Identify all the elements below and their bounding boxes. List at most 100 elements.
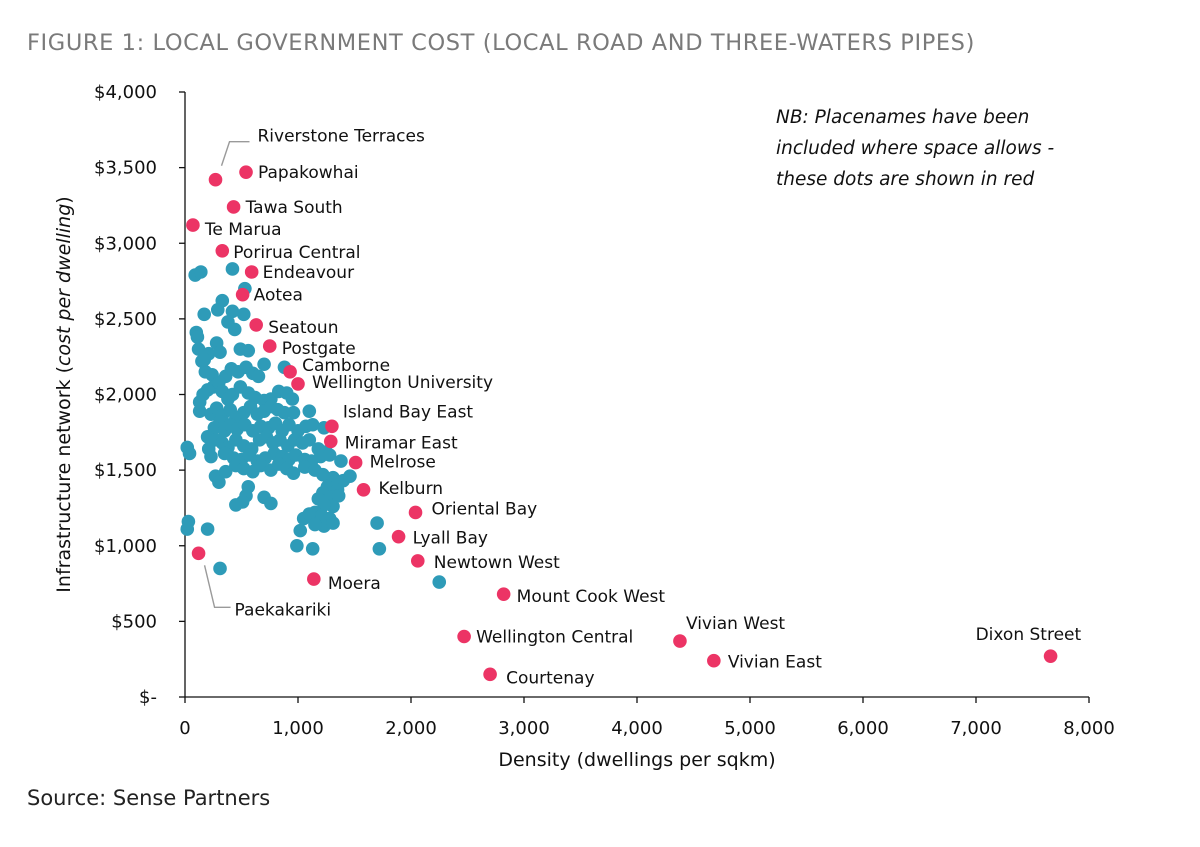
y-tick-label: $2,500: [94, 309, 157, 330]
red-point: [215, 244, 230, 258]
point-label: Kelburn: [379, 479, 444, 499]
teal-point: [305, 417, 320, 432]
x-tick-label: 3,000: [498, 718, 550, 739]
red-point: [235, 287, 250, 302]
teal-point: [227, 322, 242, 337]
y-tick-label: $3,500: [94, 158, 157, 179]
point-label: Wellington Central: [476, 628, 633, 648]
point-label: Mount Cook West: [517, 587, 666, 607]
source-note: Source: Sense Partners: [27, 786, 271, 810]
leader-line: [220, 141, 250, 166]
y-tick-label: $1,500: [94, 460, 157, 481]
leader-lines: [203, 141, 250, 609]
teal-point: [317, 498, 331, 512]
teal-point: [236, 307, 251, 322]
x-tick-label: 7,000: [950, 718, 1002, 739]
point-label: Courtenay: [506, 668, 594, 688]
point-label: Aotea: [254, 286, 303, 306]
chart-note: NB: Placenames have been included where s…: [776, 107, 1054, 190]
chart-note-line: these dots are shown in red: [776, 169, 1034, 190]
red-point: [186, 218, 200, 232]
y-tick-label: $500: [111, 611, 157, 632]
teal-point: [213, 345, 227, 359]
figure-title: FIGURE 1: LOCAL GOVERNMENT COST (LOCAL R…: [27, 30, 975, 56]
teal-point: [180, 522, 195, 536]
y-tick-label: $1,000: [94, 536, 157, 557]
axes: $- $500 $1,000 $1,500 $2,000 $2,500 $3,000 $3,5…: [94, 82, 1115, 739]
teal-point: [257, 357, 271, 372]
point-label: Camborne: [302, 356, 390, 376]
teal-point: [293, 523, 308, 538]
point-label: Te Marua: [204, 220, 282, 240]
teal-point: [194, 265, 208, 279]
teal-point: [200, 522, 215, 536]
red-point: [483, 667, 497, 682]
teal-point: [326, 516, 340, 530]
teal-point: [264, 496, 278, 511]
x-tick-label: 8,000: [1063, 718, 1115, 739]
teal-point: [372, 541, 387, 556]
y-axis-label-prefix: Infrastructure network (: [53, 366, 75, 593]
teal-point: [370, 516, 384, 530]
red-point: [262, 339, 277, 353]
y-tick-label: $3,000: [94, 233, 157, 254]
point-label: Island Bay East: [343, 402, 474, 422]
teal-point: [432, 575, 447, 589]
red-point: [457, 629, 471, 644]
point-label: Wellington University: [312, 373, 493, 393]
teal-point: [192, 395, 207, 409]
point-label: Vivian East: [728, 653, 822, 673]
point-label: Dixon Street: [976, 625, 1082, 645]
y-tick-label: $2,000: [94, 385, 157, 406]
teal-point: [218, 464, 233, 479]
red-point: [348, 455, 363, 470]
point-label: Vivian West: [686, 614, 785, 634]
teal-point: [251, 369, 266, 384]
teal-point: [302, 507, 317, 521]
red-point: [244, 265, 259, 279]
point-labels: Riverstone Terraces Papakowhai Tawa SouthT…: [204, 127, 1082, 689]
red-point: [356, 482, 371, 497]
red-point: [208, 172, 223, 187]
x-tick-label: 4,000: [611, 718, 663, 739]
teal-point: [322, 448, 337, 462]
teal-point: [286, 405, 301, 420]
red-point: [391, 529, 406, 544]
teal-point: [290, 538, 304, 553]
teal-point: [213, 561, 227, 576]
red-point: [325, 419, 339, 434]
x-axis-label: Density (dwellings per sqkm): [498, 749, 775, 771]
red-point: [673, 634, 687, 648]
red-point: [249, 318, 263, 332]
point-label: Oriental Bay: [432, 499, 538, 519]
point-label: Tawa South: [245, 198, 343, 218]
x-tick-label: 1,000: [272, 718, 324, 739]
red-point: [307, 572, 321, 586]
teal-point: [286, 466, 301, 480]
point-label: Moera: [328, 574, 381, 594]
red-point: [291, 377, 305, 391]
teal-point: [343, 469, 357, 483]
teal-point: [331, 489, 346, 503]
teal-point: [241, 343, 256, 358]
red-point: [239, 165, 253, 179]
teal-point: [308, 517, 322, 532]
red-point: [707, 653, 721, 668]
teal-point: [210, 303, 225, 317]
y-axis-label-suffix: ): [53, 196, 75, 203]
teal-point: [201, 442, 216, 456]
red-point: [226, 200, 241, 214]
teal-point: [253, 458, 268, 473]
y-tick-label: $-: [139, 687, 157, 708]
red-point: [323, 434, 338, 449]
teal-point: [197, 352, 212, 367]
x-tick-label: 6,000: [837, 718, 889, 739]
point-label: Papakowhai: [258, 163, 359, 183]
x-tick-label: 0: [179, 718, 190, 739]
red-point: [408, 505, 423, 520]
red-point: [410, 554, 425, 568]
teal-point: [225, 262, 240, 276]
chart-note-line: NB: Placenames have been: [776, 107, 1029, 128]
data-points: [180, 165, 1058, 682]
